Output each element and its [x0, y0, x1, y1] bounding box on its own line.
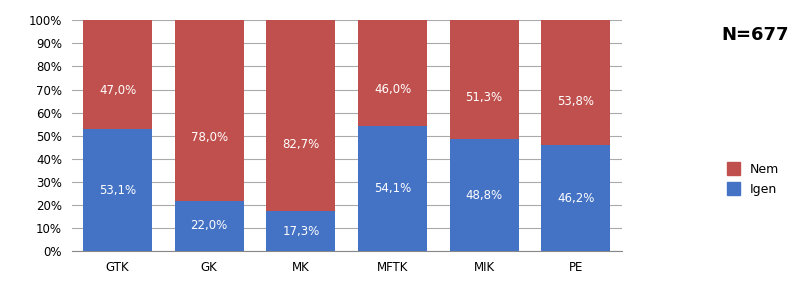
Text: N=677: N=677	[721, 26, 789, 44]
Bar	[266, 20, 336, 212]
Text: 53,8%: 53,8%	[557, 95, 595, 108]
Text: 82,7%: 82,7%	[282, 138, 320, 151]
Text: 53,1%: 53,1%	[99, 184, 136, 197]
Text: 54,1%: 54,1%	[374, 182, 411, 195]
Text: 46,0%: 46,0%	[374, 83, 411, 96]
Text: 22,0%: 22,0%	[190, 220, 228, 232]
Bar	[541, 144, 611, 251]
Bar	[266, 212, 336, 251]
Bar	[83, 20, 152, 129]
Text: 47,0%: 47,0%	[99, 84, 136, 97]
Bar	[450, 20, 519, 139]
Bar	[358, 20, 427, 126]
Text: 46,2%: 46,2%	[557, 192, 595, 205]
Bar	[175, 201, 244, 251]
Legend: Nem, Igen: Nem, Igen	[727, 162, 779, 196]
Bar	[175, 20, 244, 201]
Bar	[358, 126, 427, 251]
Text: 48,8%: 48,8%	[465, 188, 503, 201]
Text: 17,3%: 17,3%	[282, 225, 320, 238]
Bar	[541, 20, 611, 144]
Bar	[83, 129, 152, 251]
Text: 51,3%: 51,3%	[465, 90, 503, 103]
Text: 78,0%: 78,0%	[190, 131, 228, 144]
Bar	[450, 139, 519, 251]
